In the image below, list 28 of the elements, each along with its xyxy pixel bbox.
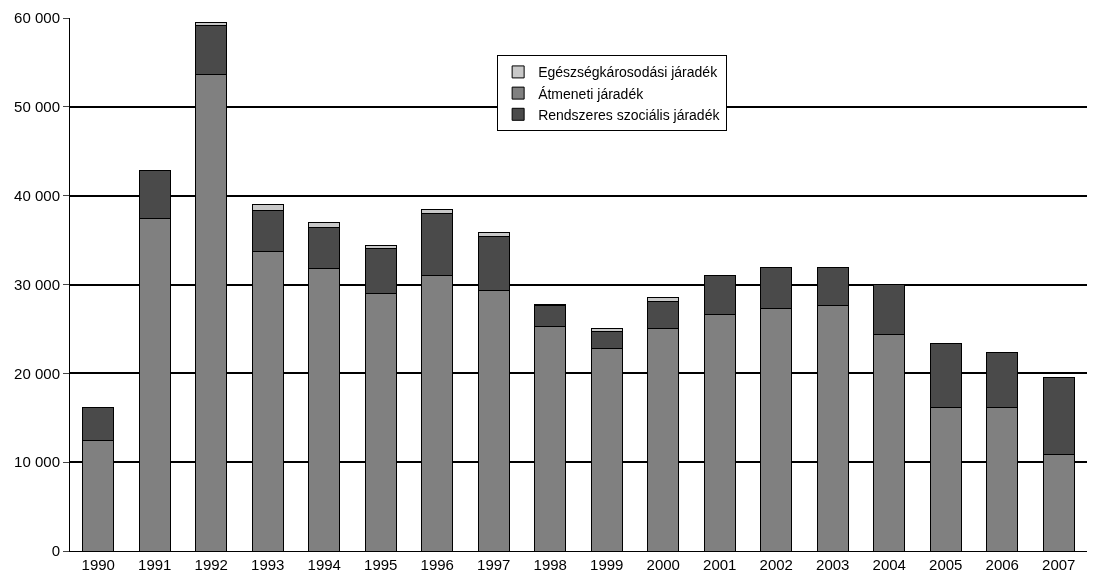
x-tick-label: 1992 bbox=[194, 556, 228, 573]
x-tick-label: 1996 bbox=[420, 556, 454, 573]
legend-label: Átmeneti járadék bbox=[538, 85, 645, 102]
x-tick-label: 1997 bbox=[477, 556, 511, 573]
legend-label: Egészségkárosodási járadék bbox=[538, 64, 719, 81]
x-tick-label: 1999 bbox=[590, 556, 624, 573]
x-tick-label: 1995 bbox=[364, 556, 398, 573]
y-tick-label: 60 000 bbox=[14, 9, 60, 27]
y-tick-label: 50 000 bbox=[14, 98, 60, 116]
x-tick-label: 2000 bbox=[646, 556, 680, 573]
x-tick-label: 1994 bbox=[307, 556, 341, 573]
x-tick-label: 1990 bbox=[81, 556, 115, 573]
x-tick-label: 2005 bbox=[929, 556, 963, 573]
x-tick-label: 1998 bbox=[533, 556, 567, 573]
x-tick-label: 1993 bbox=[251, 556, 285, 573]
y-tick-label: 0 bbox=[51, 542, 60, 560]
y-tick-label: 40 000 bbox=[14, 186, 60, 204]
y-tick-label: 20 000 bbox=[14, 364, 60, 382]
x-tick-label: 1991 bbox=[138, 556, 172, 573]
x-tick-label: 2001 bbox=[703, 556, 737, 573]
x-tick-label: 2003 bbox=[816, 556, 850, 573]
legend-label: Rendszeres szociális járadék bbox=[538, 106, 721, 123]
x-tick-label: 2006 bbox=[985, 556, 1019, 573]
y-tick-label: 10 000 bbox=[14, 453, 60, 471]
x-tick-label: 2004 bbox=[872, 556, 906, 573]
x-tick-label: 2002 bbox=[759, 556, 793, 573]
y-tick-label: 30 000 bbox=[14, 275, 60, 293]
x-tick-label: 2007 bbox=[1042, 556, 1076, 573]
